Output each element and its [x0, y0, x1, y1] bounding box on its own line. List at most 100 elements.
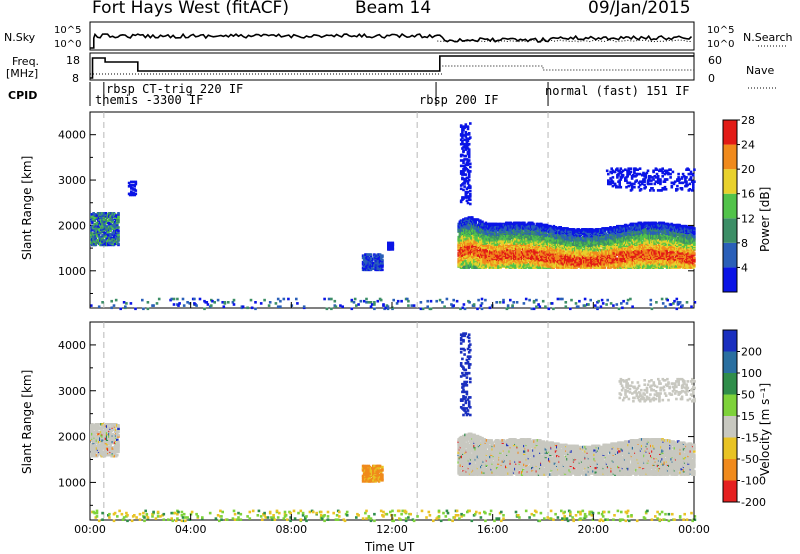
freq-series-line	[90, 55, 694, 79]
power-echo-early	[117, 220, 120, 224]
power-echo-early	[95, 214, 99, 217]
power-echo-early-high	[132, 180, 135, 184]
power-echo-band	[602, 239, 605, 242]
power-echo-early	[109, 232, 112, 236]
power-echo-early	[117, 231, 120, 235]
power-echo-early	[117, 233, 120, 237]
power-echo-early	[104, 218, 108, 222]
power-echo-band	[582, 239, 585, 242]
power-echo-band	[506, 248, 509, 252]
power-echo-mid	[381, 258, 384, 262]
power-echo-mid	[378, 259, 382, 263]
power-echo-mid	[369, 253, 373, 256]
power-echo-early-high	[131, 183, 134, 187]
power-echo-early	[105, 216, 109, 219]
power-echo-band	[601, 227, 604, 230]
power-echo-mid	[368, 262, 372, 265]
power-echo-band	[549, 239, 552, 242]
power-echo-band	[498, 244, 501, 248]
power-echo-band	[606, 227, 610, 230]
power-echo-band	[552, 224, 556, 228]
power-echo-band	[499, 222, 502, 226]
power-ytick-label: 3000	[58, 174, 86, 187]
power-ytick-label: 2000	[58, 219, 86, 232]
power-echo-early	[100, 243, 103, 247]
power-echo-band	[584, 251, 587, 254]
power-echo-band	[459, 260, 463, 264]
power-echo-band	[591, 253, 594, 256]
power-echo-band	[532, 222, 535, 226]
power-echo-mid	[372, 262, 375, 265]
power-echo-early	[105, 225, 109, 228]
power-echo-band	[467, 216, 471, 219]
power-echo-early	[104, 212, 108, 215]
power-echo-early-high	[130, 190, 133, 193]
power-echo-early	[117, 229, 120, 232]
power-echo-band	[459, 258, 463, 262]
power-ytick-label: 4000	[58, 129, 86, 142]
power-echo-early-high	[130, 180, 133, 184]
power-echo-early	[103, 224, 107, 227]
power-echo-band	[549, 224, 552, 228]
power-echo-early-high	[134, 180, 138, 184]
power-echo-mid	[381, 262, 384, 265]
power-echo-mid	[381, 268, 384, 272]
power-ytick-label: 1000	[58, 265, 86, 278]
nsky-panel-frame	[89, 21, 695, 51]
power-echo-band	[485, 249, 489, 253]
power-echo-early	[109, 222, 112, 226]
power-echo-band	[563, 252, 567, 255]
power-echo-mid-small	[391, 247, 395, 250]
power-echo-band	[569, 241, 573, 244]
power-echo-band	[489, 224, 492, 228]
power-echo-band	[523, 221, 526, 225]
power-echo-band	[505, 246, 508, 250]
power-echo-early	[117, 226, 120, 229]
power-panel-frame	[89, 111, 695, 309]
power-echo-mid	[377, 263, 381, 266]
freq-panel-frame	[89, 52, 695, 81]
power-echo-early	[112, 236, 116, 239]
power-echo-early-high	[134, 189, 138, 192]
power-echo-band	[481, 220, 484, 224]
power-echo-band	[467, 227, 471, 230]
power-echo-early	[113, 239, 117, 242]
power-echo-band	[589, 266, 593, 269]
power-echo-band	[532, 231, 535, 234]
power-echo-band	[535, 253, 539, 256]
power-echo-band	[497, 265, 500, 268]
power-echo-band	[484, 232, 488, 236]
power-echo-early-high	[131, 193, 134, 197]
power-echo-early-high	[134, 192, 138, 196]
power-echo-band	[484, 221, 488, 225]
power-echo-band	[609, 226, 612, 229]
power-echo-early	[117, 238, 120, 241]
power-echo-band	[559, 226, 562, 229]
power-echo-band	[493, 259, 497, 263]
power-echo-band	[471, 216, 474, 219]
power-echo-early-high	[127, 181, 131, 185]
power-echo-band	[603, 266, 607, 269]
power-echo-band	[596, 266, 600, 269]
nsky-series-line	[90, 32, 693, 49]
power-echo-mid-small	[391, 241, 395, 245]
power-echo-early	[111, 218, 115, 222]
power-echo-early	[95, 216, 99, 219]
power-echo-band	[543, 229, 547, 232]
power-echo-early	[117, 212, 120, 215]
power-echo-early	[117, 242, 120, 246]
power-echo-early	[117, 215, 120, 218]
power-echo-band	[625, 266, 628, 269]
power-echo-early	[100, 216, 103, 219]
power-echo-band	[563, 227, 567, 230]
power-echo-early	[93, 219, 96, 223]
power-echo-band	[462, 245, 465, 249]
power-echo-early	[91, 221, 94, 225]
power-echo-band	[506, 265, 509, 268]
power-echo-band	[609, 258, 612, 262]
power-echo-mid-small	[387, 241, 390, 245]
power-echo-band	[592, 251, 595, 254]
power-echo-early	[117, 218, 120, 222]
power-echo-band	[482, 248, 485, 252]
